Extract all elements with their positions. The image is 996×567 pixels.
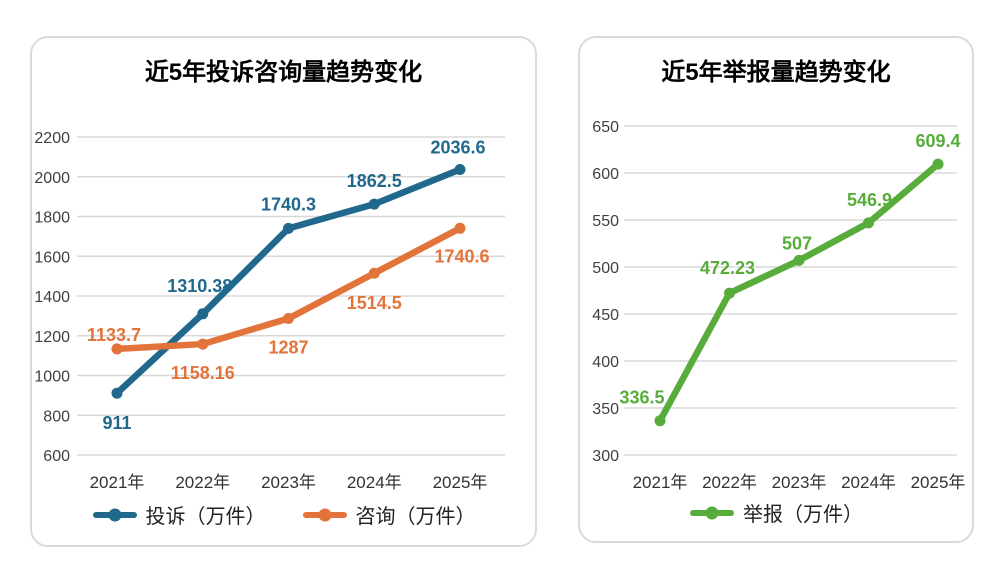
y-tick-label: 800: [43, 408, 70, 425]
series-line: [656, 160, 942, 424]
data-label: 1133.7: [87, 325, 141, 345]
x-tick-label: 2023年: [261, 473, 316, 492]
y-tick-label: 1600: [34, 249, 70, 266]
x-tick-label: 2024年: [347, 473, 402, 492]
data-point: [724, 287, 735, 299]
y-tick-label: 550: [592, 213, 619, 230]
chart-legend: 投诉（万件） 咨询（万件）: [32, 500, 535, 529]
x-tick-label: 2021年: [90, 473, 145, 492]
data-label: 1310.38: [167, 276, 232, 296]
data-label: 911: [102, 413, 131, 433]
line-series-marker-icon: [92, 508, 137, 521]
data-label: 546.9: [847, 190, 892, 210]
y-tick-label: 2200: [34, 130, 70, 147]
chart-legend: 举报（万件）: [580, 498, 972, 527]
y-tick-label: 1400: [34, 289, 70, 306]
y-tick-label: 1200: [34, 329, 70, 346]
data-point: [197, 308, 209, 320]
y-tick-label: 400: [592, 354, 619, 371]
legend-label-complaints: 投诉（万件）: [145, 506, 266, 528]
data-label: 1862.5: [347, 171, 402, 191]
data-point: [863, 217, 874, 229]
y-tick-label: 600: [43, 448, 70, 465]
legend-item-complaints: 投诉（万件）: [92, 500, 266, 529]
y-tick-label: 500: [592, 260, 619, 277]
data-point: [454, 222, 466, 234]
x-tick-label: 2024年: [841, 473, 896, 492]
data-label: 1158.16: [171, 363, 235, 383]
complaints-consultations-chart-card: 近5年投诉咨询量趋势变化 600 800 1000 1200 1400 1600 1800 2…: [30, 36, 537, 547]
data-point: [454, 163, 466, 175]
y-tick-label: 2000: [34, 170, 70, 187]
legend-label-reports: 举报（万件）: [743, 504, 863, 526]
data-label: 507: [782, 233, 812, 253]
data-point: [111, 387, 123, 399]
legend-label-consultations: 咨询（万件）: [355, 506, 476, 528]
data-label: 2036.6: [430, 137, 485, 157]
data-label: 1514.5: [347, 293, 402, 313]
x-tick-label: 2023年: [772, 473, 827, 492]
data-point: [283, 312, 294, 324]
y-tick-label: 450: [592, 307, 619, 324]
x-tick-label: 2021年: [633, 473, 688, 492]
x-tick-label: 2025年: [911, 473, 966, 492]
chart-title-complaints-consultations: 近5年投诉咨询量趋势变化: [144, 59, 423, 86]
line-series-marker-icon: [690, 506, 734, 519]
y-tick-label: 1000: [34, 369, 70, 386]
complaints-consultations-line-chart: 600 800 1000 1200 1400 1600 1800 2000 2200 2021年 2…: [34, 130, 505, 492]
data-label: 472.23: [700, 258, 755, 278]
data-point: [793, 254, 805, 266]
y-tick-label: 600: [592, 166, 619, 183]
data-point: [932, 158, 944, 170]
line-series-marker-icon: [302, 508, 347, 521]
reports-chart-card: 近5年举报量趋势变化 300 350 400 450 500 550 600 650 2021年…: [578, 36, 974, 543]
y-tick-label: 300: [592, 448, 619, 465]
data-point: [654, 415, 666, 427]
data-label: 1740.6: [434, 246, 489, 266]
data-point: [197, 338, 209, 350]
legend-item-reports: 举报（万件）: [689, 498, 863, 527]
x-tick-label: 2022年: [702, 473, 757, 492]
chart-title-reports: 近5年举报量趋势变化: [661, 59, 891, 86]
data-label: 1287: [268, 337, 308, 357]
data-point: [283, 222, 294, 234]
legend-item-consultations: 咨询（万件）: [302, 500, 476, 529]
data-point: [368, 267, 380, 279]
y-tick-label: 350: [592, 401, 619, 418]
y-tick-label: 650: [592, 119, 619, 136]
x-tick-label: 2022年: [175, 473, 230, 492]
y-tick-label: 1800: [34, 210, 70, 227]
data-label: 609.4: [915, 131, 960, 151]
data-label: 336.5: [619, 388, 664, 408]
data-label: 1740.3: [261, 194, 316, 214]
reports-line-chart: 300 350 400 450 500 550 600 650 2021年 2022年 2023年 2…: [592, 119, 966, 492]
data-point: [368, 198, 380, 210]
data-point: [111, 343, 123, 355]
x-tick-label: 2025年: [433, 473, 488, 492]
